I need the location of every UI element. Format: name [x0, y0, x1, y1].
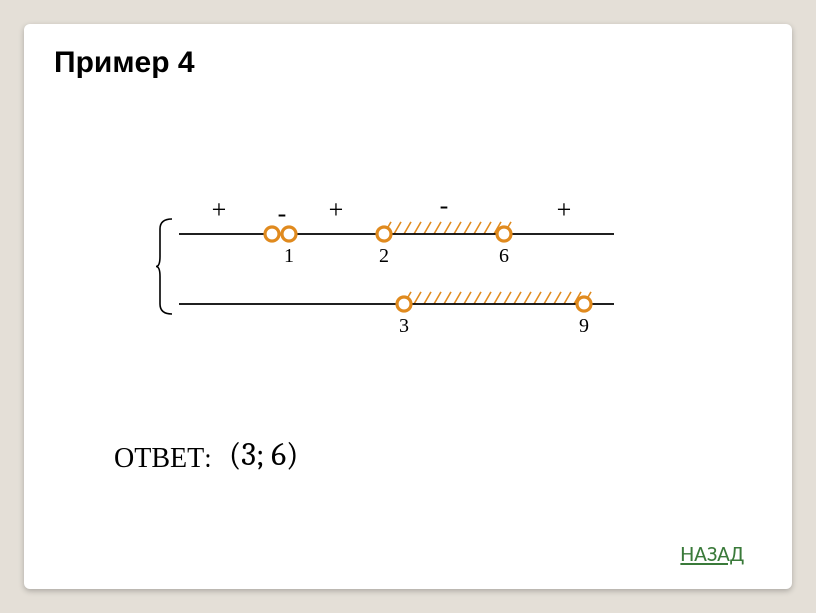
- svg-text:-: -: [440, 194, 449, 220]
- svg-text:3: 3: [399, 315, 409, 337]
- slide-card: Пример 4 + - + - +1 2 6 3 9 ОТВЕТ: (3; 6) НАЗАД: [24, 24, 792, 589]
- svg-text:1: 1: [284, 245, 294, 267]
- svg-text:+: +: [557, 195, 572, 224]
- answer-label: ОТВЕТ:: [114, 442, 212, 475]
- svg-text:2: 2: [379, 245, 389, 267]
- number-line-diagram: + - + - +1 2 6 3 9: [154, 194, 624, 354]
- svg-text:+: +: [329, 195, 344, 224]
- slide-title: Пример 4: [54, 46, 195, 80]
- answer-value: (3; 6): [229, 436, 298, 473]
- back-link[interactable]: НАЗАД: [680, 540, 744, 567]
- svg-text:+: +: [212, 195, 227, 224]
- svg-text:9: 9: [579, 315, 589, 337]
- svg-text:-: -: [278, 199, 287, 228]
- svg-text:6: 6: [499, 245, 509, 267]
